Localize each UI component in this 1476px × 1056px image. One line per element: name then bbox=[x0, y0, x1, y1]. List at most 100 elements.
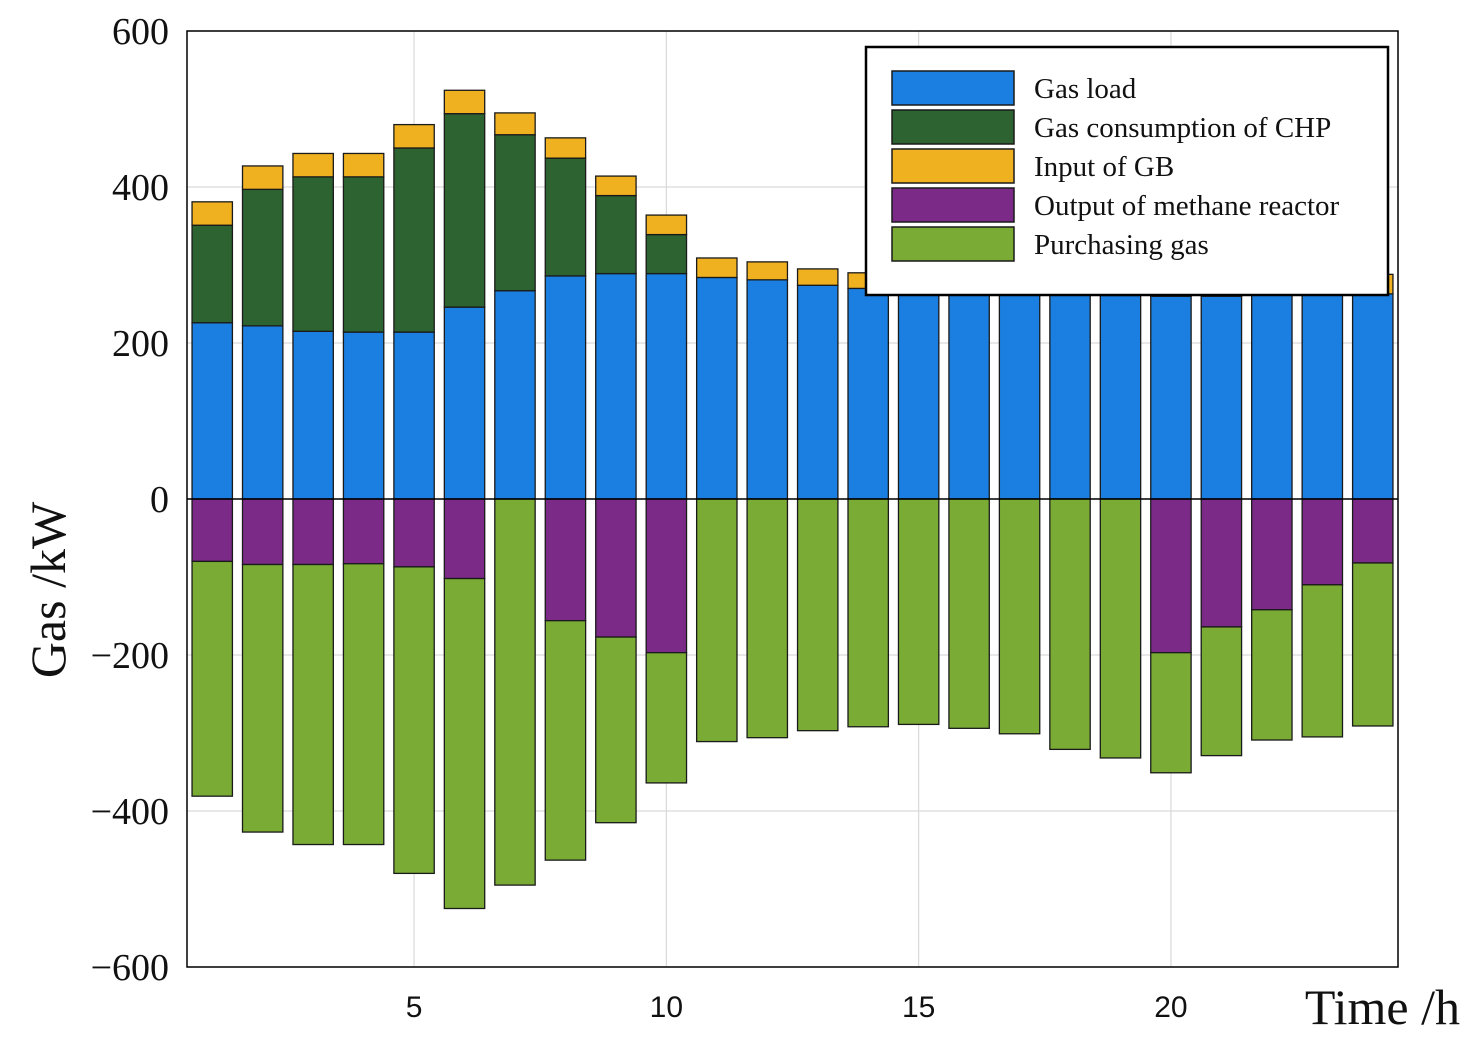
legend-label: Purchasing gas bbox=[1034, 229, 1209, 261]
bar-purchasing-gas bbox=[1150, 652, 1192, 774]
bar-purchasing-gas bbox=[1049, 498, 1091, 751]
bar-output-of-methane-reactor bbox=[1150, 498, 1192, 654]
bar-output-of-methane-reactor bbox=[1301, 498, 1344, 586]
x-axis-label: Time /h bbox=[1305, 979, 1460, 1035]
bar-input-of-gb bbox=[595, 175, 637, 197]
bar-gas-load bbox=[1150, 295, 1192, 500]
bar-gas-load bbox=[1351, 293, 1394, 500]
y-tick-label: 0 bbox=[150, 479, 169, 521]
y-tick-labels: −600 −400 −200 0 200 400 600 bbox=[91, 11, 169, 989]
bar-input-of-gb bbox=[494, 112, 536, 136]
bar-purchasing-gas bbox=[847, 498, 890, 728]
x-tick-label: 5 bbox=[406, 991, 423, 1024]
x-tick-labels: 5 10 15 20 bbox=[406, 991, 1188, 1024]
y-tick-label: 600 bbox=[112, 11, 169, 53]
bar-purchasing-gas bbox=[1099, 498, 1142, 759]
bar-gas-load bbox=[948, 293, 990, 500]
bar-gas-load bbox=[393, 331, 435, 500]
legend: Gas load Gas consumption of CHP Input of G… bbox=[864, 45, 1390, 297]
bar-gas-load bbox=[494, 290, 536, 500]
bar-purchasing-gas bbox=[342, 563, 385, 846]
bar-gas-consumption-of-chp bbox=[443, 113, 486, 308]
y-tick-label: −400 bbox=[91, 791, 169, 833]
legend-label: Gas load bbox=[1034, 73, 1137, 105]
legend-label: Output of methane reactor bbox=[1034, 190, 1340, 222]
bar-gas-load bbox=[191, 322, 234, 500]
bar-purchasing-gas bbox=[292, 563, 334, 846]
bar-purchasing-gas bbox=[1301, 584, 1344, 738]
y-tick-label: −600 bbox=[91, 947, 169, 989]
bar-output-of-methane-reactor bbox=[443, 498, 486, 580]
bar-purchasing-gas bbox=[494, 498, 536, 886]
bar-gas-load bbox=[645, 272, 688, 500]
bar-layer bbox=[191, 89, 1394, 910]
bar-output-of-methane-reactor bbox=[1251, 498, 1293, 611]
bar-gas-load bbox=[998, 293, 1041, 500]
plot-frame bbox=[186, 30, 1399, 968]
bar-output-of-methane-reactor bbox=[241, 498, 284, 566]
bar-gas-load bbox=[1049, 293, 1091, 500]
legend-swatch bbox=[891, 70, 1015, 106]
x-tick-label: 15 bbox=[902, 991, 935, 1024]
bar-output-of-methane-reactor bbox=[645, 498, 688, 654]
bar-gas-load bbox=[1200, 295, 1243, 500]
bar-input-of-gb bbox=[241, 165, 284, 190]
x-tick-label: 20 bbox=[1154, 991, 1187, 1024]
bar-output-of-methane-reactor bbox=[292, 498, 334, 566]
bar-gas-consumption-of-chp bbox=[595, 194, 637, 275]
bar-output-of-methane-reactor bbox=[595, 498, 637, 638]
bar-gas-consumption-of-chp bbox=[292, 176, 334, 332]
bar-input-of-gb bbox=[342, 152, 385, 178]
bar-gas-consumption-of-chp bbox=[494, 134, 536, 292]
bar-output-of-methane-reactor bbox=[1200, 498, 1243, 628]
bar-purchasing-gas bbox=[998, 498, 1041, 735]
bar-purchasing-gas bbox=[948, 498, 990, 729]
bar-gas-load bbox=[1099, 294, 1142, 500]
legend-swatch bbox=[891, 187, 1015, 223]
bar-purchasing-gas bbox=[1251, 609, 1293, 741]
bar-gas-consumption-of-chp bbox=[241, 188, 284, 327]
bar-gas-load bbox=[241, 325, 284, 500]
bar-gas-load bbox=[1251, 293, 1293, 500]
bar-purchasing-gas bbox=[595, 636, 637, 824]
bar-input-of-gb bbox=[746, 261, 789, 281]
bar-gas-load bbox=[1301, 293, 1344, 500]
bar-purchasing-gas bbox=[544, 620, 587, 861]
bar-output-of-methane-reactor bbox=[393, 498, 435, 568]
x-tick-label: 10 bbox=[650, 991, 683, 1024]
bar-gas-load bbox=[847, 287, 890, 500]
bar-output-of-methane-reactor bbox=[342, 498, 385, 565]
bar-purchasing-gas bbox=[443, 577, 486, 910]
bar-purchasing-gas bbox=[796, 498, 839, 732]
bar-purchasing-gas bbox=[746, 498, 789, 739]
legend-label: Gas consumption of CHP bbox=[1034, 112, 1331, 144]
y-tick-label: −200 bbox=[91, 635, 169, 677]
bar-purchasing-gas bbox=[393, 566, 435, 875]
bar-input-of-gb bbox=[292, 152, 334, 178]
bar-gas-load bbox=[544, 275, 587, 500]
bar-gas-load bbox=[897, 291, 940, 500]
bar-purchasing-gas bbox=[241, 563, 284, 833]
bar-gas-load bbox=[695, 276, 738, 500]
y-axis-label: Gas /kW bbox=[20, 501, 76, 678]
legend-swatch bbox=[891, 226, 1015, 262]
bar-input-of-gb bbox=[393, 123, 435, 149]
legend-swatch bbox=[891, 109, 1015, 145]
bar-purchasing-gas bbox=[897, 498, 940, 726]
legend-swatch bbox=[891, 148, 1015, 184]
bar-purchasing-gas bbox=[1351, 562, 1394, 727]
bar-gas-consumption-of-chp bbox=[342, 176, 385, 333]
bar-purchasing-gas bbox=[1200, 626, 1243, 757]
bar-input-of-gb bbox=[544, 137, 587, 159]
bar-gas-load bbox=[595, 272, 637, 500]
bar-gas-load bbox=[342, 331, 385, 500]
bar-output-of-methane-reactor bbox=[544, 498, 587, 622]
y-tick-label: 400 bbox=[112, 167, 169, 209]
bar-gas-consumption-of-chp bbox=[544, 157, 587, 277]
bar-gas-load bbox=[796, 284, 839, 500]
bar-gas-load bbox=[746, 279, 789, 500]
bar-input-of-gb bbox=[796, 268, 839, 286]
bar-gas-load bbox=[443, 306, 486, 500]
bar-output-of-methane-reactor bbox=[191, 498, 234, 563]
